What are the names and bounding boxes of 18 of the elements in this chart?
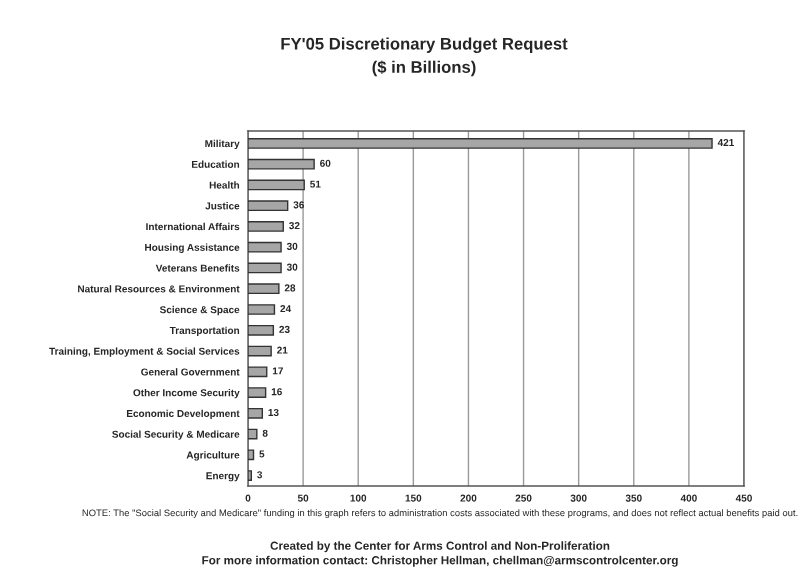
bar [248,158,315,170]
bar [248,366,268,378]
bar [248,138,713,149]
bar [248,179,305,191]
bar [248,407,264,419]
bar [248,304,276,315]
bar [248,241,282,253]
bar [248,221,284,232]
chart-title: FY'05 Discretionary Budget Request [281,37,568,53]
bar [248,200,289,212]
bar [248,262,282,274]
bar [248,449,255,461]
chart-subtitle: ($ in Billions) [372,60,476,77]
bar [248,387,267,398]
bar [248,345,272,357]
bar [248,324,275,336]
bar [248,428,258,440]
bar [248,283,280,295]
